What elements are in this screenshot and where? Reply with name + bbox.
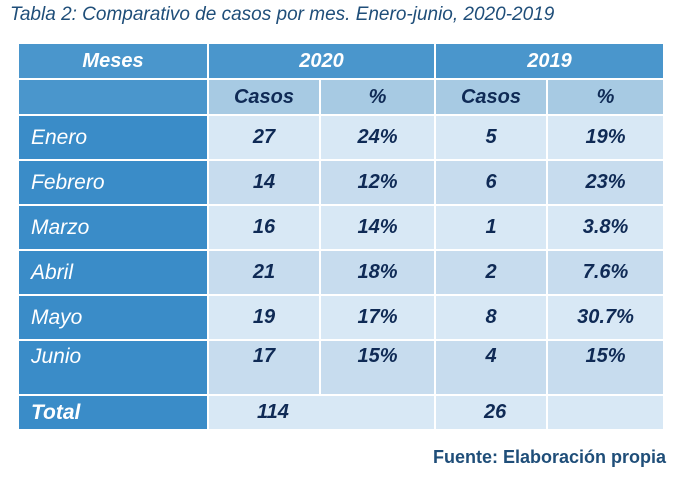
cases-table: Meses 2020 2019 Casos % Casos % Enero 27… bbox=[19, 44, 663, 431]
table-row: Marzo 16 14% 1 3.8% bbox=[19, 206, 663, 251]
pct-2019-cell: 3.8% bbox=[548, 206, 663, 251]
pct-2020-cell: 12% bbox=[321, 161, 436, 206]
casos-2019-cell: 4 bbox=[436, 341, 548, 396]
header-meses-blank bbox=[19, 80, 209, 116]
pct-2020-cell: 17% bbox=[321, 296, 436, 341]
pct-2019-cell: 30.7% bbox=[548, 296, 663, 341]
header-row-sub: Casos % Casos % bbox=[19, 80, 663, 116]
pct-2020-cell: 15% bbox=[321, 341, 436, 396]
casos-2020-cell: 14 bbox=[209, 161, 321, 206]
casos-2020-cell: 21 bbox=[209, 251, 321, 296]
header-year-2020: 2020 bbox=[209, 44, 436, 80]
casos-2019-cell: 5 bbox=[436, 116, 548, 161]
header-meses: Meses bbox=[19, 44, 209, 80]
header-pct-2020: % bbox=[321, 80, 436, 116]
total-row: Total 114 26 bbox=[19, 396, 663, 431]
table-row: Junio 17 15% 4 15% bbox=[19, 341, 663, 396]
pct-2019-cell: 7.6% bbox=[548, 251, 663, 296]
total-casos-2020: 114 bbox=[209, 396, 436, 431]
header-casos-2020: Casos bbox=[209, 80, 321, 116]
total-pct-2019-blank bbox=[548, 396, 663, 431]
pct-2019-cell: 15% bbox=[548, 341, 663, 396]
table-caption: Tabla 2: Comparativo de casos por mes. E… bbox=[10, 4, 555, 25]
pct-2020-cell: 24% bbox=[321, 116, 436, 161]
month-cell: Enero bbox=[19, 116, 209, 161]
header-casos-2019: Casos bbox=[436, 80, 548, 116]
table-row: Abril 21 18% 2 7.6% bbox=[19, 251, 663, 296]
header-row-years: Meses 2020 2019 bbox=[19, 44, 663, 80]
table-row: Enero 27 24% 5 19% bbox=[19, 116, 663, 161]
casos-2019-cell: 2 bbox=[436, 251, 548, 296]
table-row: Mayo 19 17% 8 30.7% bbox=[19, 296, 663, 341]
table-row: Febrero 14 12% 6 23% bbox=[19, 161, 663, 206]
casos-2019-cell: 8 bbox=[436, 296, 548, 341]
casos-2020-cell: 17 bbox=[209, 341, 321, 396]
header-year-2019: 2019 bbox=[436, 44, 663, 80]
casos-2020-cell: 19 bbox=[209, 296, 321, 341]
pct-2020-cell: 18% bbox=[321, 251, 436, 296]
pct-2019-cell: 19% bbox=[548, 116, 663, 161]
pct-2020-cell: 14% bbox=[321, 206, 436, 251]
casos-2019-cell: 1 bbox=[436, 206, 548, 251]
casos-2020-cell: 27 bbox=[209, 116, 321, 161]
month-cell: Febrero bbox=[19, 161, 209, 206]
total-casos-2019: 26 bbox=[436, 396, 548, 431]
pct-2019-cell: 23% bbox=[548, 161, 663, 206]
total-label: Total bbox=[19, 396, 209, 431]
header-pct-2019: % bbox=[548, 80, 663, 116]
month-cell: Marzo bbox=[19, 206, 209, 251]
source-note: Fuente: Elaboración propia bbox=[432, 447, 666, 467]
casos-2020-cell: 16 bbox=[209, 206, 321, 251]
casos-2019-cell: 6 bbox=[436, 161, 548, 206]
month-cell: Junio bbox=[19, 341, 209, 396]
month-cell: Mayo bbox=[19, 296, 209, 341]
month-cell: Abril bbox=[19, 251, 209, 296]
